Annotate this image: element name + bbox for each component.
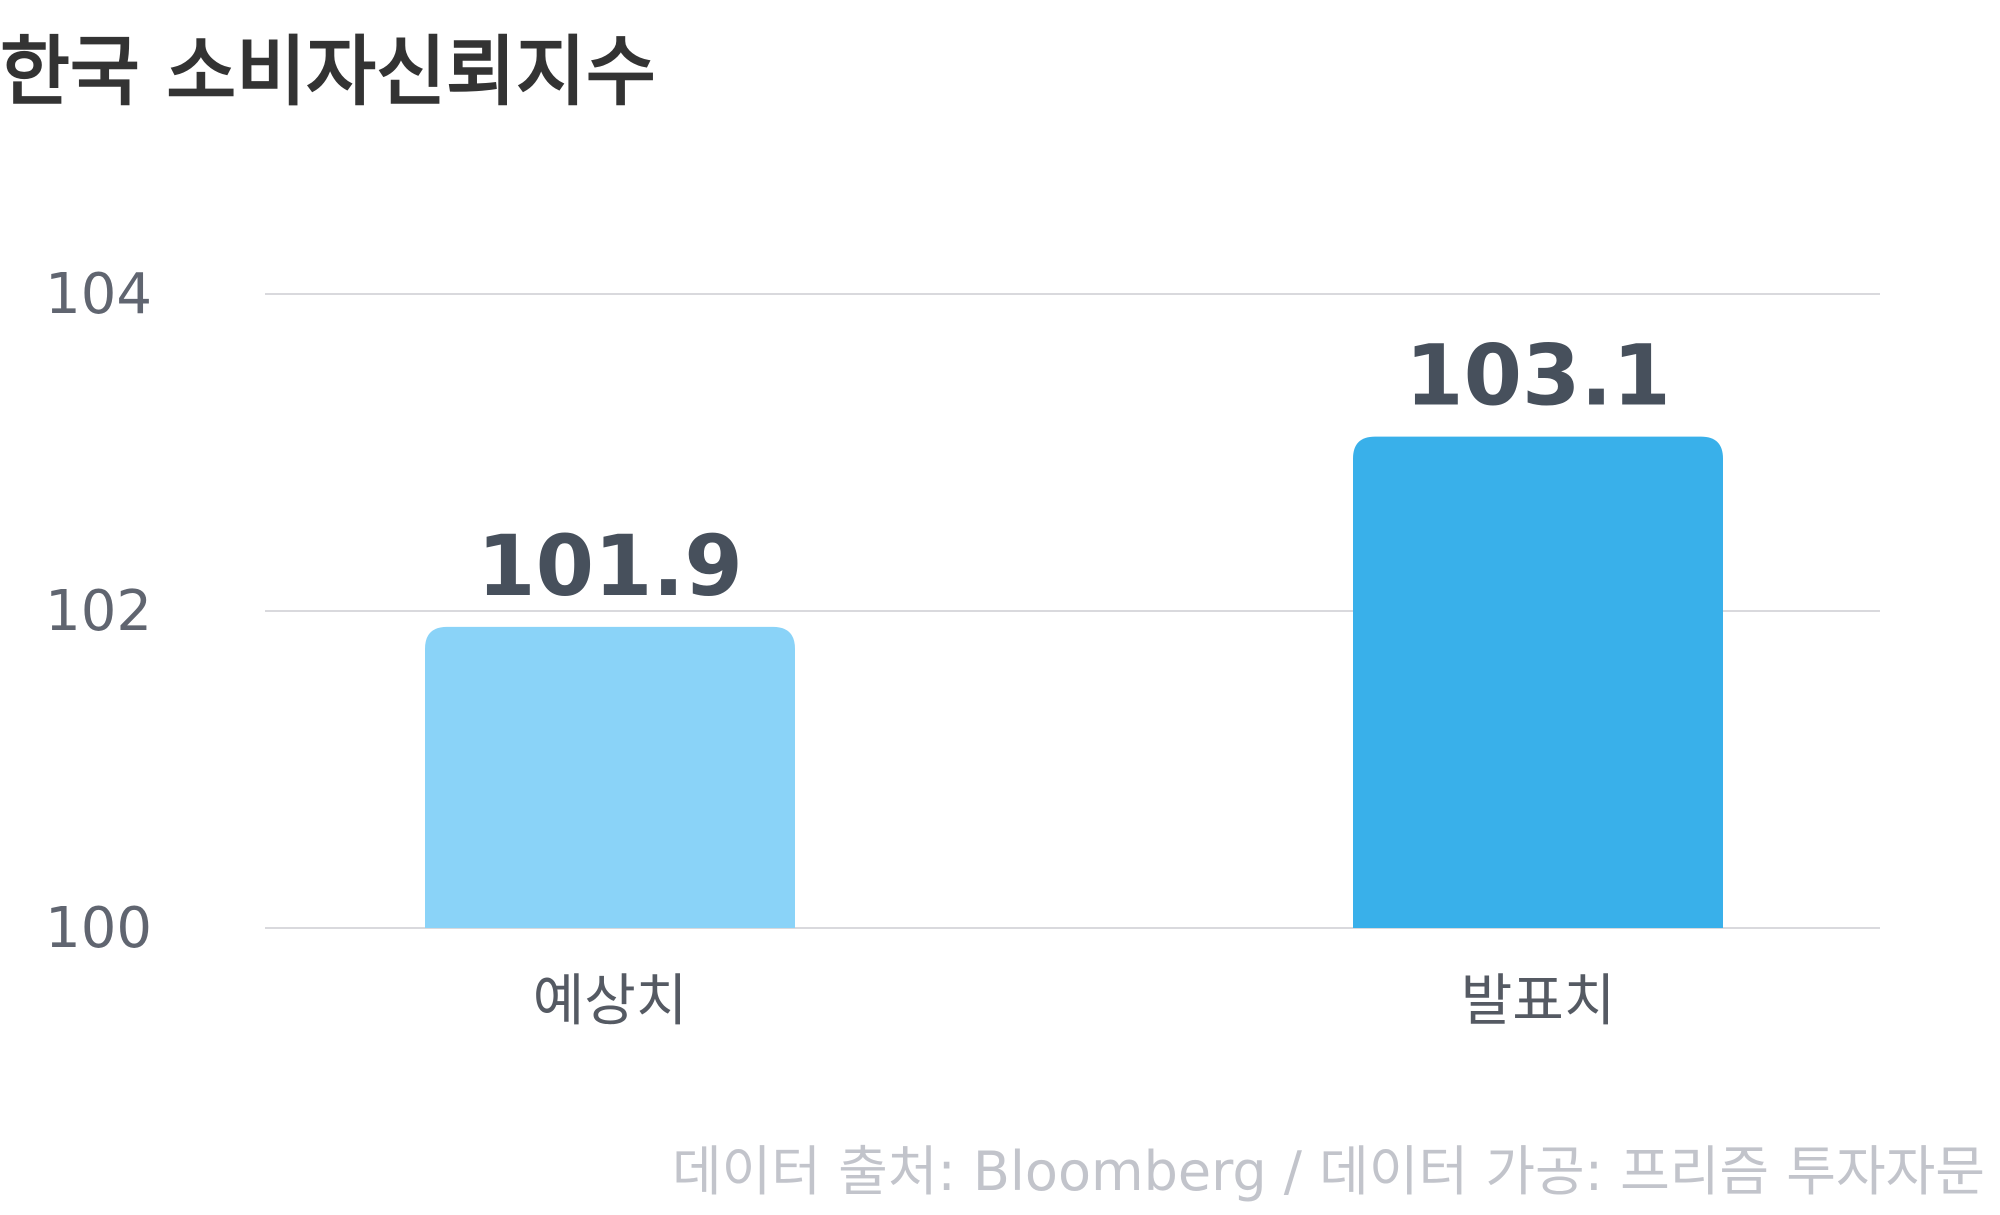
bar-actual [1353, 436, 1723, 928]
value-labels: 101.9 103.1 [477, 327, 1671, 615]
source-note: 데이터 출처: Bloomberg / 데이터 가공: 프리즘 투자자문 [672, 1140, 1985, 1203]
value-label-forecast: 101.9 [477, 517, 743, 615]
chart-title: 한국 소비자신뢰지수 [0, 27, 656, 116]
bars [425, 436, 1723, 928]
y-tick-label-100: 100 [45, 896, 152, 961]
y-tick-label-102: 102 [45, 579, 152, 644]
category-label-forecast: 예상치 [533, 969, 688, 1034]
bar-forecast [425, 626, 795, 928]
category-label-actual: 발표치 [1461, 969, 1616, 1034]
category-labels: 예상치 발표치 [533, 969, 1616, 1034]
y-axis-tick-labels: 100 102 104 [45, 262, 152, 961]
value-label-actual: 103.1 [1405, 327, 1671, 425]
y-tick-label-104: 104 [45, 262, 152, 327]
